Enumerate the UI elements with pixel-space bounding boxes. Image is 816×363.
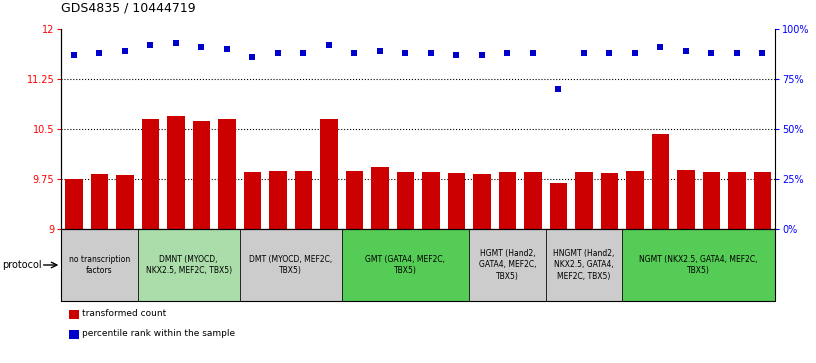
- Bar: [345, 171, 363, 229]
- Bar: [499, 172, 517, 229]
- Point: [654, 44, 667, 50]
- Text: percentile rank within the sample: percentile rank within the sample: [82, 330, 236, 338]
- Point: [272, 50, 285, 56]
- Bar: [601, 174, 619, 229]
- Text: NGMT (NKX2.5, GATA4, MEF2C,
TBX5): NGMT (NKX2.5, GATA4, MEF2C, TBX5): [640, 255, 758, 275]
- Point: [399, 50, 412, 56]
- Text: GMT (GATA4, MEF2C,
TBX5): GMT (GATA4, MEF2C, TBX5): [366, 255, 446, 275]
- Bar: [116, 175, 134, 229]
- Bar: [320, 119, 338, 229]
- Point: [348, 50, 361, 56]
- Bar: [218, 119, 236, 229]
- Point: [526, 50, 539, 56]
- Bar: [342, 229, 469, 301]
- Point: [297, 50, 310, 56]
- Bar: [549, 183, 567, 229]
- Point: [68, 52, 81, 58]
- Bar: [469, 229, 546, 301]
- Bar: [473, 174, 491, 229]
- Text: no transcription
factors: no transcription factors: [69, 255, 130, 275]
- Bar: [65, 179, 83, 229]
- Bar: [524, 172, 542, 229]
- Bar: [575, 172, 593, 229]
- Bar: [447, 174, 465, 229]
- Bar: [703, 172, 721, 229]
- Bar: [626, 171, 644, 229]
- Bar: [677, 170, 695, 229]
- Bar: [728, 172, 746, 229]
- Bar: [141, 119, 159, 229]
- Point: [118, 48, 131, 54]
- Bar: [651, 134, 669, 229]
- Bar: [91, 174, 109, 229]
- Point: [756, 50, 769, 56]
- Bar: [138, 229, 240, 301]
- Point: [93, 50, 106, 56]
- Point: [603, 50, 616, 56]
- Bar: [753, 172, 771, 229]
- Bar: [269, 171, 287, 229]
- Bar: [371, 167, 389, 229]
- Bar: [397, 172, 415, 229]
- Point: [578, 50, 591, 56]
- Text: transformed count: transformed count: [82, 310, 166, 318]
- Point: [628, 50, 641, 56]
- Text: HNGMT (Hand2,
NKX2.5, GATA4,
MEF2C, TBX5): HNGMT (Hand2, NKX2.5, GATA4, MEF2C, TBX5…: [553, 249, 614, 281]
- Text: DMNT (MYOCD,
NKX2.5, MEF2C, TBX5): DMNT (MYOCD, NKX2.5, MEF2C, TBX5): [145, 255, 232, 275]
- Point: [680, 48, 693, 54]
- Bar: [193, 121, 211, 229]
- Bar: [622, 229, 775, 301]
- Point: [246, 54, 259, 60]
- Point: [144, 42, 157, 48]
- Point: [450, 52, 463, 58]
- Point: [501, 50, 514, 56]
- Bar: [295, 171, 313, 229]
- Text: HGMT (Hand2,
GATA4, MEF2C,
TBX5): HGMT (Hand2, GATA4, MEF2C, TBX5): [479, 249, 536, 281]
- Text: protocol: protocol: [2, 260, 42, 270]
- Point: [220, 46, 233, 52]
- Point: [322, 42, 335, 48]
- Point: [374, 48, 387, 54]
- Text: DMT (MYOCD, MEF2C,
TBX5): DMT (MYOCD, MEF2C, TBX5): [249, 255, 332, 275]
- Point: [705, 50, 718, 56]
- Bar: [546, 229, 622, 301]
- Bar: [167, 115, 185, 229]
- Point: [195, 44, 208, 50]
- Point: [552, 86, 565, 92]
- Bar: [240, 229, 342, 301]
- Point: [170, 40, 183, 46]
- Point: [730, 50, 743, 56]
- Text: GDS4835 / 10444719: GDS4835 / 10444719: [61, 1, 196, 15]
- Bar: [243, 172, 261, 229]
- Bar: [61, 229, 138, 301]
- Bar: [422, 172, 440, 229]
- Point: [476, 52, 489, 58]
- Point: [424, 50, 437, 56]
